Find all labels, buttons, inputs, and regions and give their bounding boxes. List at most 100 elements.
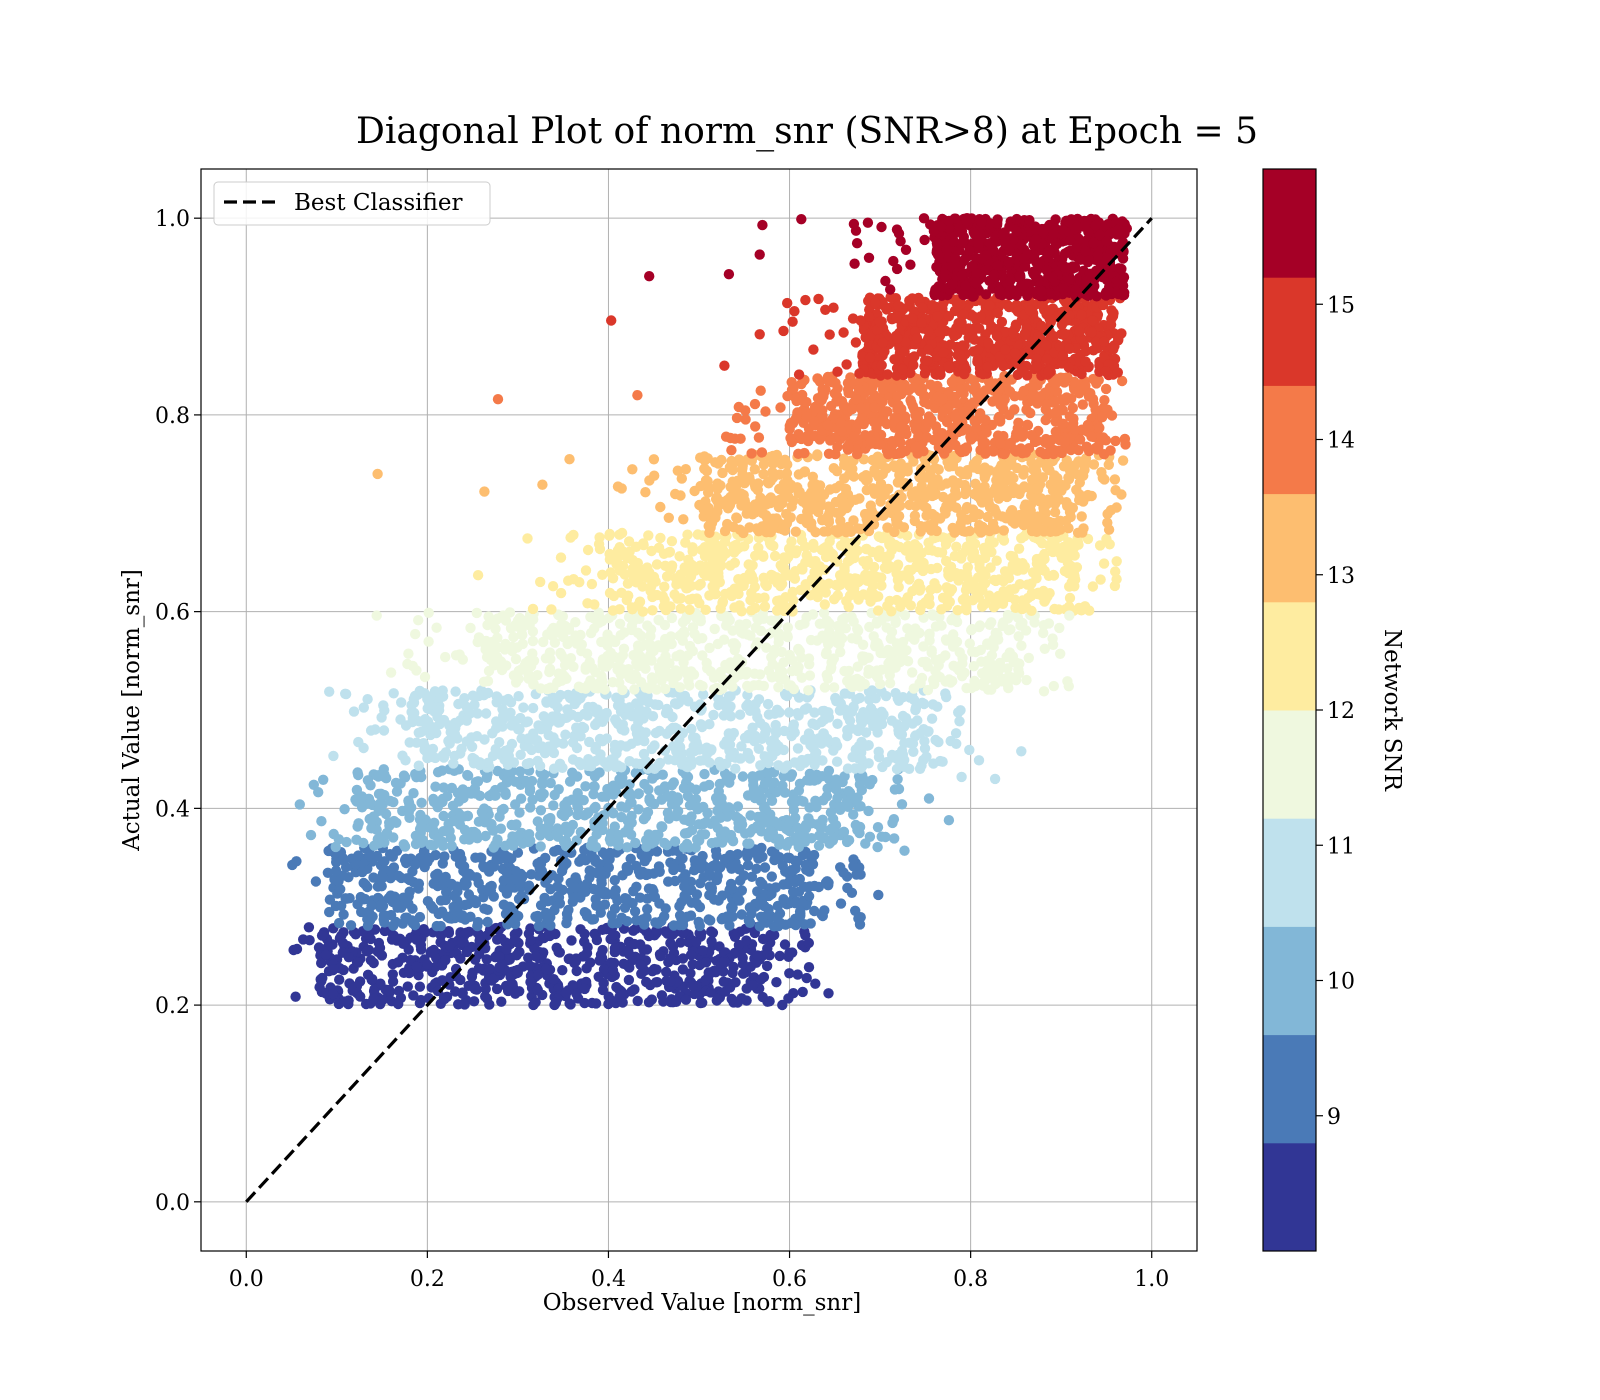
- scatter-point: [488, 842, 499, 853]
- scatter-point: [527, 702, 539, 714]
- scatter-point: [422, 896, 434, 907]
- scatter-point: [710, 859, 721, 870]
- scatter-point: [744, 838, 755, 849]
- scatter-point: [684, 604, 695, 615]
- scatter-point: [926, 645, 937, 656]
- scatter-point: [440, 894, 451, 906]
- scatter-point: [388, 920, 399, 931]
- scatter-point: [897, 710, 909, 722]
- scatter-point: [809, 491, 821, 503]
- scatter-point: [438, 810, 449, 822]
- scatter-point: [556, 865, 568, 877]
- scatter-point: [781, 518, 793, 529]
- scatter-point: [747, 980, 759, 991]
- scatter-point: [324, 894, 336, 905]
- scatter-point: [353, 850, 364, 861]
- scatter-point: [348, 706, 360, 717]
- scatter-point: [340, 893, 351, 904]
- scatter-point: [1002, 609, 1014, 621]
- scatter-point: [377, 872, 389, 883]
- scatter-point: [872, 727, 883, 738]
- scatter-point: [1067, 502, 1079, 514]
- scatter-point: [418, 924, 429, 935]
- scatter-point: [817, 515, 828, 526]
- scatter-point: [991, 555, 1002, 566]
- scatter-point: [525, 659, 536, 670]
- scatter-point: [563, 904, 574, 916]
- scatter-point: [721, 613, 732, 625]
- scatter-point: [631, 881, 642, 892]
- scatter-point: [432, 767, 444, 778]
- scatter-point: [927, 481, 938, 492]
- scatter-point: [761, 642, 772, 653]
- scatter-point: [398, 770, 410, 781]
- scatter-point: [773, 760, 784, 771]
- scatter-point: [583, 679, 594, 690]
- scatter-point: [435, 920, 446, 932]
- scatter-point: [788, 804, 800, 816]
- scatter-point: [474, 935, 485, 946]
- scatter-point: [577, 853, 588, 864]
- scatter-point: [840, 483, 852, 495]
- scatter-point: [805, 634, 817, 646]
- scatter-point: [817, 814, 828, 825]
- scatter-point: [375, 788, 387, 799]
- scatter-point: [705, 666, 716, 677]
- scatter-point: [1069, 571, 1080, 582]
- scatter-point: [721, 708, 732, 719]
- scatter-point: [764, 537, 776, 549]
- scatter-point: [842, 801, 854, 812]
- scatter-point: [470, 852, 481, 863]
- scatter-point: [387, 976, 399, 987]
- scatter-point: [665, 724, 676, 736]
- scatter-point: [1049, 507, 1061, 518]
- scatter-point: [687, 546, 698, 557]
- scatter-point: [936, 620, 947, 631]
- scatter-point: [909, 510, 921, 521]
- scatter-point: [1083, 491, 1094, 502]
- scatter-point: [942, 595, 954, 606]
- scatter-point: [353, 736, 364, 748]
- scatter-point: [757, 933, 769, 945]
- scatter-point: [690, 565, 701, 576]
- scatter-point: [764, 830, 775, 841]
- scatter-point: [582, 544, 594, 556]
- scatter-point: [611, 981, 622, 993]
- scatter-point: [847, 463, 858, 475]
- scatter-point: [567, 767, 578, 778]
- scatter-point: [634, 892, 646, 903]
- scatter-point: [873, 746, 884, 757]
- scatter-point: [751, 863, 762, 874]
- scatter-point: [482, 916, 493, 928]
- scatter-point: [907, 546, 918, 557]
- scatter-point: [400, 912, 411, 923]
- scatter-point: [675, 603, 686, 614]
- scatter-point: [910, 704, 921, 716]
- scatter-point: [585, 851, 597, 862]
- scatter-point: [521, 777, 532, 788]
- scatter-point: [770, 882, 781, 893]
- scatter-point: [771, 787, 782, 798]
- scatter-point: [906, 488, 917, 500]
- scatter-point: [1044, 588, 1055, 599]
- scatter-point: [422, 959, 433, 970]
- scatter-point: [505, 882, 516, 893]
- scatter-point: [602, 632, 613, 643]
- scatter-point: [479, 803, 490, 814]
- scatter-point: [511, 872, 522, 883]
- scatter-point: [974, 519, 985, 531]
- scatter-point: [775, 580, 786, 592]
- scatter-point: [855, 869, 866, 880]
- scatter-point: [538, 788, 549, 800]
- scatter-point: [719, 826, 731, 837]
- scatter-point: [486, 821, 497, 833]
- scatter-point: [758, 680, 769, 692]
- scatter-point: [1111, 556, 1122, 567]
- scatter-point: [812, 449, 823, 460]
- scatter-point: [681, 893, 692, 904]
- scatter-point: [1038, 502, 1049, 514]
- scatter-point: [610, 762, 621, 773]
- scatter-point: [733, 817, 744, 828]
- scatter-point: [771, 977, 782, 988]
- scatter-point: [843, 665, 855, 677]
